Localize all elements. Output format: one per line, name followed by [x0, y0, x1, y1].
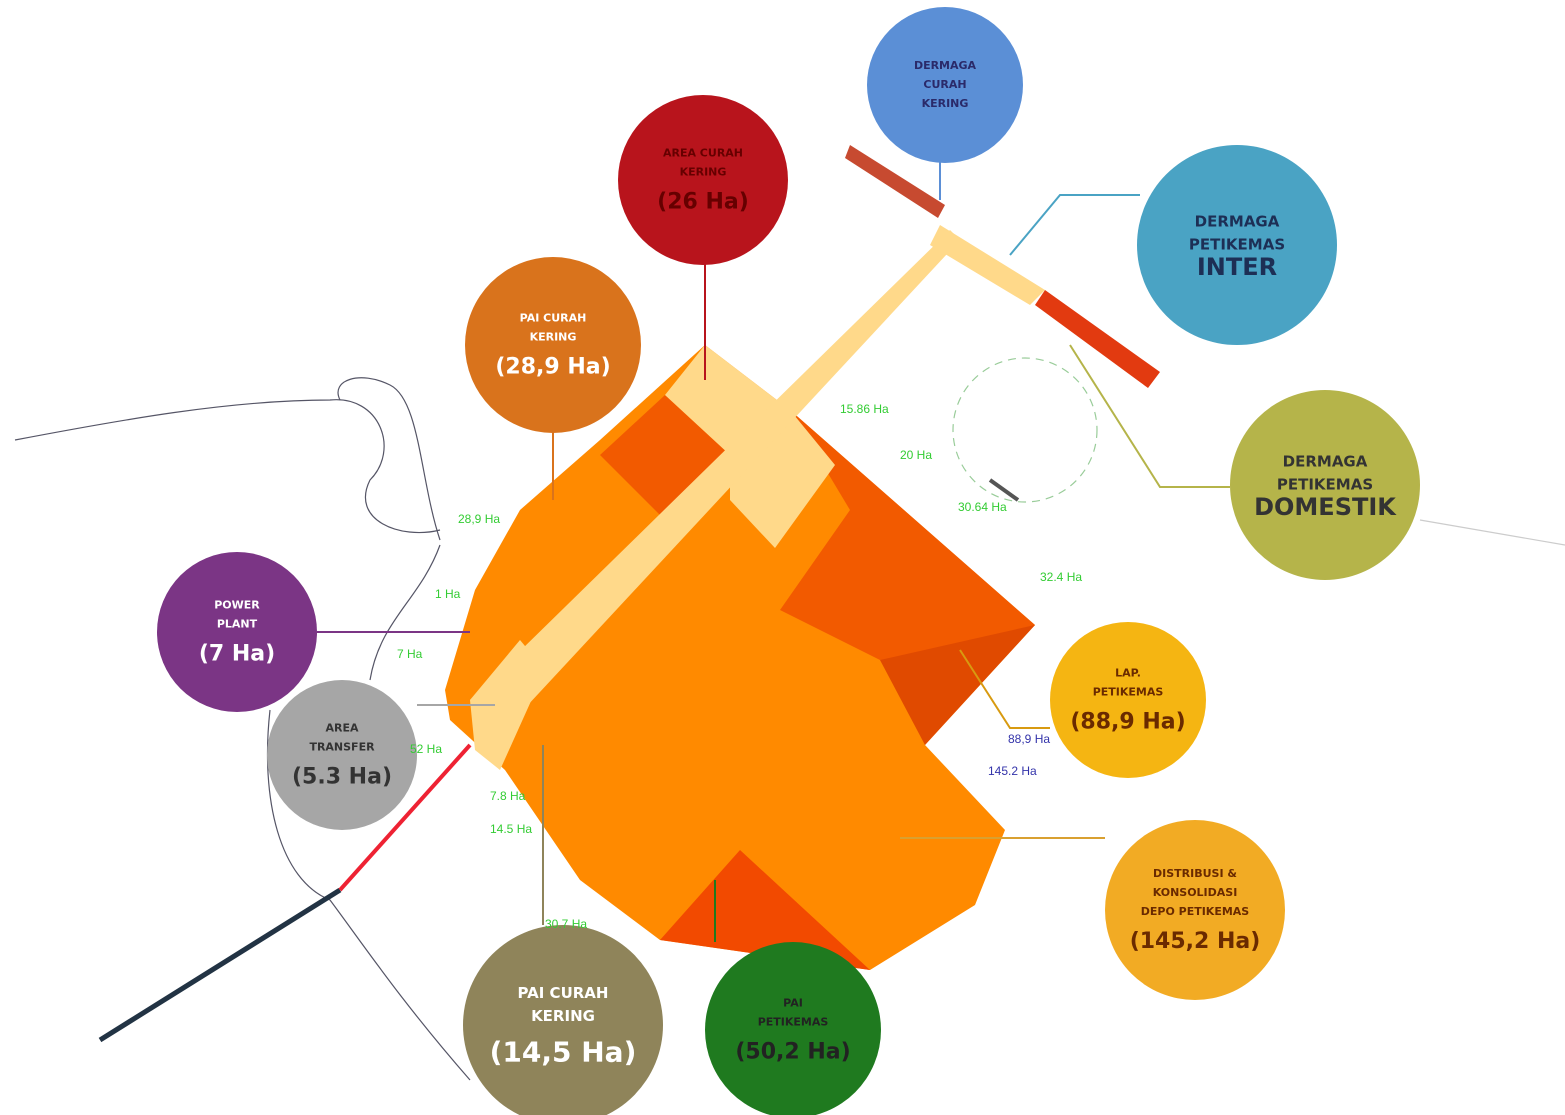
callout-text: PETIKEMAS: [1093, 686, 1164, 699]
callout-text: DISTRIBUSI &: [1153, 867, 1237, 880]
callout-text: KERING: [680, 166, 727, 179]
callout: PAI CURAH KERING (14,5 Ha): [463, 925, 663, 1115]
callout-text: AREA: [325, 722, 358, 735]
callout-text: CURAH: [923, 78, 966, 91]
callout-text: DEPO PETIKEMAS: [1141, 905, 1250, 918]
area-label: 28,9 Ha: [458, 512, 500, 526]
pier: [845, 145, 945, 218]
callout-text: PAI CURAH: [518, 984, 609, 1002]
callout-text: PETIKEMAS: [758, 1016, 829, 1029]
callout: AREA TRANSFER (5.3 Ha): [267, 680, 417, 830]
callout-text: DERMAGA: [914, 59, 977, 72]
area-label: 7.8 Ha: [490, 789, 526, 803]
zone-light: [470, 230, 960, 735]
callout-text: KONSOLIDASI: [1153, 886, 1238, 899]
callout-circle: [157, 552, 317, 712]
callout-text: DERMAGA: [1283, 453, 1368, 471]
area-label: 30.64 Ha: [958, 500, 1007, 514]
callout-text: PAI: [783, 997, 803, 1010]
zone-light: [470, 640, 545, 770]
callout-text: PAI CURAH: [520, 312, 587, 325]
callout: LAP. PETIKEMAS (88,9 Ha): [1050, 622, 1206, 778]
area-label: 15.86 Ha: [840, 402, 889, 416]
area-label: 88,9 Ha: [1008, 732, 1050, 746]
area-label: 52 Ha: [410, 742, 442, 756]
callout-text: TRANSFER: [309, 741, 375, 754]
callout-area: (5.3 Ha): [292, 765, 392, 790]
callout-circle: [705, 942, 881, 1115]
callout-area: (50,2 Ha): [735, 1040, 850, 1065]
callout-text: POWER: [214, 599, 260, 612]
callout-text: KERING: [530, 331, 577, 344]
area-label: 145.2 Ha: [988, 764, 1037, 778]
callout-area: (26 Ha): [657, 190, 749, 215]
callout-text: LAP.: [1115, 667, 1141, 680]
callouts: DERMAGA CURAH KERING AREA CURAH KERING (26 Ha…: [157, 7, 1420, 1115]
callout-text: KERING: [531, 1007, 595, 1025]
callout-circle: [1230, 390, 1420, 580]
area-label: 32.4 Ha: [1040, 570, 1082, 584]
callout-area: (88,9 Ha): [1070, 710, 1185, 735]
callout-text: PETIKEMAS: [1189, 236, 1285, 254]
callout: POWER PLANT (7 Ha): [157, 552, 317, 712]
callout: PAI PETIKEMAS (50,2 Ha): [705, 942, 881, 1115]
callout-text: AREA CURAH: [663, 147, 743, 160]
callout-circle: [267, 680, 417, 830]
area-label: 7 Ha: [397, 647, 423, 661]
zone-red: [780, 410, 1035, 700]
callout: DISTRIBUSI & KONSOLIDASI DEPO PETIKEMAS (14…: [1105, 820, 1285, 1000]
callout-circle: [867, 7, 1023, 163]
callout-circle: [1105, 820, 1285, 1000]
callout: AREA CURAH KERING (26 Ha): [618, 95, 788, 265]
zone-dark: [880, 625, 1035, 745]
area-label: 1 Ha: [435, 587, 461, 601]
callout-area: (28,9 Ha): [495, 355, 610, 380]
zones: [445, 145, 1160, 970]
callout: PAI CURAH KERING (28,9 Ha): [465, 257, 641, 433]
callout-circle: [618, 95, 788, 265]
zone-red: [660, 850, 870, 970]
pier: [930, 225, 1045, 305]
area-label: 20 Ha: [900, 448, 932, 462]
callout-text: INTER: [1197, 253, 1277, 281]
callout-circle: [1137, 145, 1337, 345]
pier: [1035, 290, 1160, 388]
zone-red: [600, 395, 730, 520]
callout-area: (7 Ha): [199, 642, 275, 667]
area-label: 30.7 Ha: [545, 917, 587, 931]
leader-lines: [317, 160, 1230, 942]
area-label: 14.5 Ha: [490, 822, 532, 836]
callout-text: PLANT: [217, 618, 258, 631]
callout-area: (14,5 Ha): [490, 1036, 637, 1069]
callout-text: KERING: [922, 97, 969, 110]
callout-circle: [463, 925, 663, 1115]
callout-text: DOMESTIK: [1254, 493, 1397, 521]
callout-text: DERMAGA: [1195, 213, 1280, 231]
callout: DERMAGA CURAH KERING: [867, 7, 1023, 163]
callout-area: (145,2 Ha): [1130, 929, 1261, 954]
area-labels: 15.86 Ha 20 Ha 30.64 Ha 32.4 Ha 28,9 Ha 1 Ha 7…: [397, 402, 1082, 931]
callout-circle: [1050, 622, 1206, 778]
callout-text: PETIKEMAS: [1277, 476, 1373, 494]
background-lines: [14, 357, 1565, 1081]
callout-circle: [465, 257, 641, 433]
